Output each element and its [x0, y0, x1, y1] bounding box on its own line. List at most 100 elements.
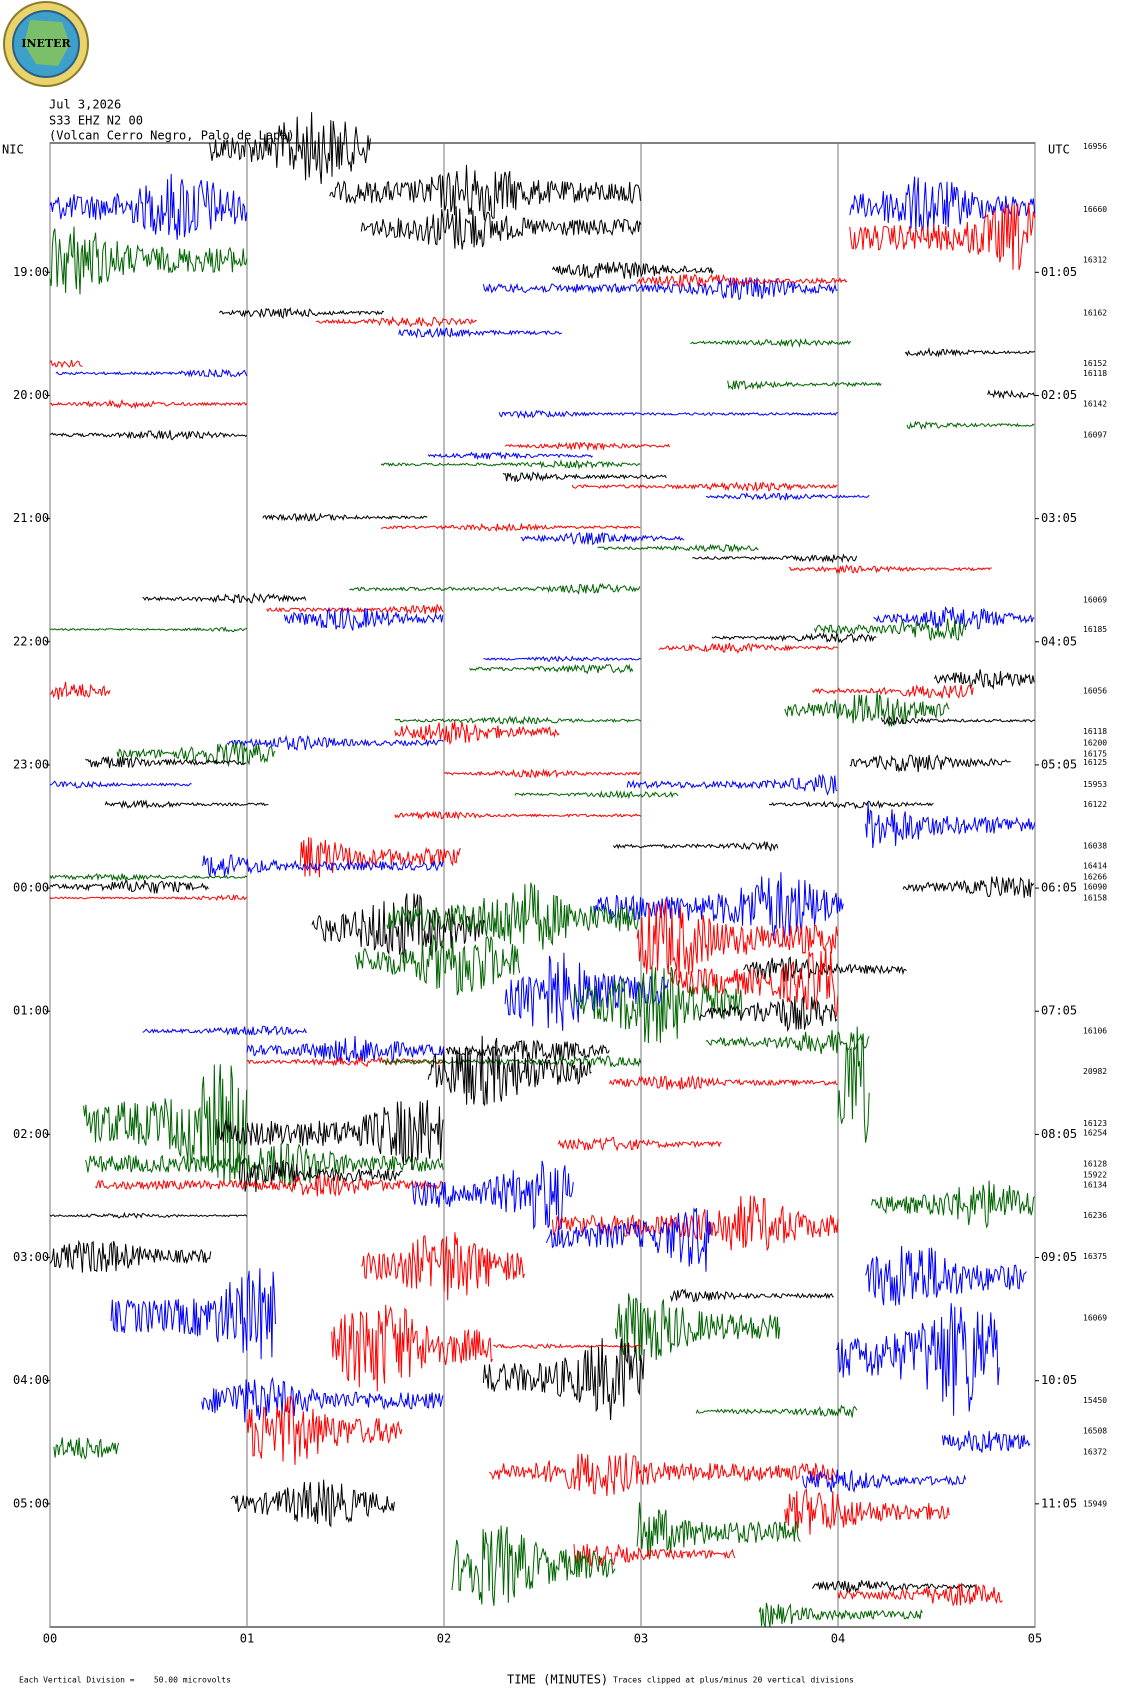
seismic-trace — [498, 409, 838, 420]
logo: INETER — [3, 1, 89, 87]
side-value: 16375 — [1083, 1252, 1107, 1261]
seismic-trace — [609, 1074, 838, 1090]
seismic-trace — [699, 995, 838, 1033]
seismic-trace — [380, 522, 641, 533]
seismic-trace — [116, 740, 276, 768]
seismic-trace — [502, 471, 667, 483]
seismic-trace — [849, 202, 1036, 271]
seismic-trace — [626, 773, 838, 796]
x-tick-label: 05 — [1028, 1632, 1042, 1646]
scale-note: Each Vertical Division = 50.00 microvolt… — [19, 1676, 231, 1685]
seismic-trace — [636, 273, 848, 288]
seismic-trace — [394, 720, 560, 746]
seismic-trace — [311, 893, 486, 963]
side-value: 16200 — [1083, 738, 1107, 747]
side-value: 16158 — [1083, 893, 1107, 902]
seismic-trace — [692, 553, 858, 564]
side-value: 20982 — [1083, 1067, 1107, 1076]
seismic-trace — [201, 854, 444, 878]
seismic-trace — [551, 1195, 839, 1252]
side-value: 16414 — [1083, 861, 1107, 870]
y-tick-label: 23:00 — [13, 757, 49, 771]
seismic-trace — [110, 1268, 276, 1360]
seismic-trace — [482, 277, 838, 301]
seismic-trace — [49, 429, 248, 441]
y-tick-label: 21:00 — [13, 511, 49, 525]
seismic-trace — [49, 226, 248, 295]
seismic-trace — [488, 1452, 838, 1497]
seismic-trace — [142, 592, 307, 604]
side-value: 16069 — [1083, 1313, 1107, 1322]
plot-frame — [49, 142, 1036, 1628]
seismic-trace — [216, 1100, 444, 1171]
y-tick-label: 03:00 — [13, 1250, 49, 1264]
seismic-trace — [758, 1602, 923, 1627]
side-value: 16128 — [1083, 1159, 1107, 1168]
seismic-trace — [695, 1404, 858, 1418]
side-value: 16266 — [1083, 872, 1107, 881]
seismic-trace — [49, 893, 248, 902]
seismic-trace — [49, 173, 248, 240]
seismic-trace — [837, 1026, 870, 1143]
seismic-trace — [865, 1245, 1027, 1306]
side-value: 16118 — [1083, 369, 1107, 378]
seismic-trace — [711, 631, 877, 644]
seismic-trace — [246, 1395, 403, 1465]
seismic-trace — [705, 1029, 870, 1054]
seismic-trace — [612, 841, 779, 852]
seismic-trace — [262, 512, 428, 523]
side-value: 16123 — [1083, 1119, 1107, 1128]
seismic-trace — [835, 1303, 1000, 1416]
seismic-trace — [987, 389, 1035, 400]
seismic-trace — [690, 337, 852, 349]
y-tick-label: 05:00 — [13, 1496, 49, 1510]
y-tick-label: 02:00 — [13, 1127, 49, 1141]
side-value: 16097 — [1083, 430, 1107, 439]
y2-tick-label: 10:05 — [1041, 1373, 1077, 1387]
seismic-trace — [427, 1035, 592, 1107]
side-value: 15922 — [1083, 1171, 1107, 1180]
seismic-trace — [299, 837, 462, 878]
seismic-trace — [49, 1211, 248, 1219]
seismic-trace — [865, 801, 1036, 849]
seismic-trace — [784, 691, 950, 727]
y2-tick-label: 03:05 — [1041, 511, 1077, 525]
logo-text: INETER — [21, 37, 71, 50]
side-value: 15949 — [1083, 1499, 1107, 1508]
seismic-trace — [768, 800, 934, 810]
seismic-trace — [49, 873, 248, 883]
seismic-trace — [427, 451, 593, 461]
seismic-trace — [49, 1239, 212, 1273]
seismic-trace — [49, 780, 192, 789]
seismic-trace — [504, 441, 670, 452]
seismic-trace — [412, 1160, 574, 1230]
seismic-trace — [597, 543, 759, 553]
x-axis-title: TIME (MINUTES) — [507, 1673, 608, 1687]
y-tick-label: 00:00 — [13, 881, 49, 895]
seismic-trace — [49, 626, 248, 633]
seismic-trace — [571, 481, 838, 492]
seismic-trace — [788, 564, 992, 575]
side-value: 16125 — [1083, 758, 1107, 767]
seismic-trace — [670, 1288, 834, 1303]
side-value: 16090 — [1083, 882, 1107, 891]
seismic-trace — [668, 948, 839, 1019]
seismic-trace — [812, 684, 974, 699]
seismic-trace — [614, 1293, 781, 1361]
seismic-trace — [941, 1430, 1031, 1453]
seismic-trace — [83, 1064, 248, 1184]
seismic-trace — [902, 876, 1035, 898]
x-tick-label: 01 — [240, 1632, 254, 1646]
seismic-trace — [315, 315, 477, 328]
seismic-trace — [545, 1207, 712, 1272]
seismic-trace — [880, 715, 1036, 726]
y2-tick-label: 04:05 — [1041, 634, 1077, 648]
seismic-trace — [360, 1232, 525, 1301]
x-tick-label: 02 — [437, 1632, 451, 1646]
x-tick-label: 00 — [43, 1632, 57, 1646]
side-value: 16152 — [1083, 359, 1107, 368]
right-label: UTC — [1048, 143, 1070, 157]
seismic-trace — [360, 206, 642, 250]
seismic-trace — [201, 1376, 444, 1423]
